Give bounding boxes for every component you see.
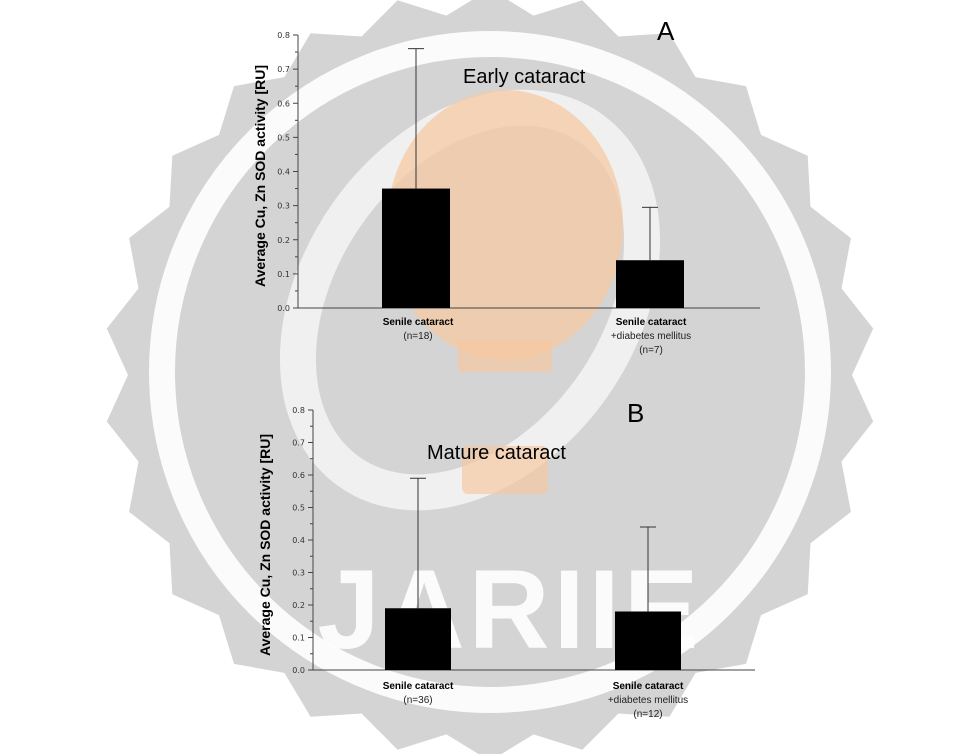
chart-panel-b: B Mature cataract Average Cu, Zn SOD act…: [257, 398, 755, 720]
y-axis-label: Average Cu, Zn SOD activity [RU]: [257, 434, 273, 656]
y-tick-label: 0.6: [292, 471, 305, 480]
y-tick-label: 0.3: [277, 202, 290, 211]
y-tick-label: 0.7: [277, 65, 290, 74]
y-tick-label: 0.1: [292, 634, 305, 643]
y-tick-label: 0.5: [292, 504, 305, 513]
y-tick-label: 0.6: [277, 99, 290, 108]
y-tick-label: 0.7: [292, 439, 305, 448]
plot-area: 0.0 0.1 0.2 0.3 0.4 0.5 0.6 0.7 0.8 Senile catara…: [292, 406, 755, 720]
x-tick-label: Senile cataract: [383, 681, 454, 692]
x-tick-label: Senile cataract: [616, 317, 687, 328]
x-tick-sublabel: (n=12): [633, 709, 662, 720]
y-tick-label: 0.2: [277, 236, 290, 245]
y-tick-label: 0.3: [292, 569, 305, 578]
y-axis-label: Average Cu, Zn SOD activity [RU]: [252, 65, 268, 287]
x-tick-sublabel: (n=36): [403, 695, 432, 706]
x-tick-label: Senile cataract: [613, 681, 684, 692]
x-tick-sublabel: +diabetes mellitus: [611, 331, 691, 342]
x-tick-sublabel: (n=7): [639, 345, 663, 356]
x-tick-sublabel: +diabetes mellitus: [608, 695, 688, 706]
bar: [615, 611, 681, 670]
y-tick-label: 0.5: [277, 133, 290, 142]
chart-title: Mature cataract: [427, 442, 566, 464]
x-tick-label: Senile cataract: [383, 317, 454, 328]
y-tick-label: 0.8: [277, 31, 290, 40]
bar: [616, 260, 684, 308]
y-tick-label: 0.1: [277, 270, 290, 279]
chart-title: Early cataract: [463, 66, 586, 88]
bar: [385, 608, 451, 670]
bar: [382, 188, 450, 308]
panel-letter: A: [657, 16, 675, 46]
y-tick-label: 0.0: [292, 666, 305, 675]
y-tick-label: 0.8: [292, 406, 305, 415]
chart-panel-a: A Early cataract Average Cu, Zn SOD acti…: [252, 16, 760, 356]
y-tick-label: 0.4: [292, 536, 305, 545]
y-tick-label: 0.0: [277, 304, 290, 313]
panel-letter: B: [627, 398, 644, 428]
plot-area: 0.0 0.1 0.2 0.3 0.4 0.5 0.6 0.7 0.8 Senile catara…: [277, 31, 760, 356]
y-tick-label: 0.2: [292, 601, 305, 610]
x-tick-sublabel: (n=18): [403, 331, 432, 342]
y-tick-label: 0.4: [277, 168, 290, 177]
